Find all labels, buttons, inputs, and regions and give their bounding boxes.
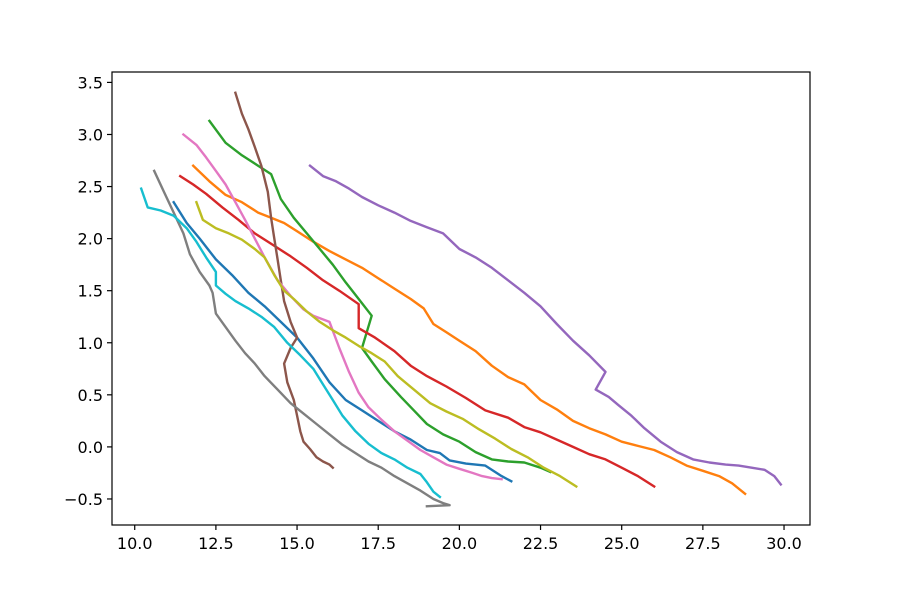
series-line-2	[191, 164, 747, 496]
y-axis-ticks: −0.5 0.0 0.5 1.0 1.5 2.0 2.5 3.0 3.5	[64, 73, 112, 509]
x-axis-ticks: 10.0 12.5 15.0 17.5 20.0 22.5 25.0 27.5 30.0	[117, 525, 802, 553]
series-line-1	[172, 200, 513, 483]
x-tick-label: 15.0	[279, 534, 315, 553]
series-line-9	[194, 200, 578, 489]
series-layer	[139, 91, 783, 508]
series-line-5	[308, 164, 783, 487]
y-tick-label: 2.5	[78, 178, 103, 197]
x-tick-label: 10.0	[117, 534, 153, 553]
y-tick-label: 3.5	[78, 73, 103, 92]
x-tick-label: 22.5	[523, 534, 559, 553]
y-tick-label: 1.0	[78, 334, 103, 353]
x-tick-label: 17.5	[360, 534, 396, 553]
x-tick-label: 25.0	[604, 534, 640, 553]
plot-frame	[111, 71, 811, 526]
series-line-8	[152, 169, 451, 508]
y-tick-label: −0.5	[64, 490, 103, 509]
series-line-7	[181, 132, 503, 481]
x-tick-label: 27.5	[685, 534, 721, 553]
series-line-10	[139, 187, 442, 499]
series-line-6	[233, 91, 335, 470]
y-tick-label: 3.0	[78, 125, 103, 144]
y-tick-label: 1.5	[78, 282, 103, 301]
x-tick-label: 30.0	[766, 534, 802, 553]
y-tick-label: 0.0	[78, 438, 103, 457]
y-tick-label: 2.0	[78, 230, 103, 249]
x-tick-label: 12.5	[198, 534, 234, 553]
x-tick-label: 20.0	[442, 534, 478, 553]
y-tick-label: 0.5	[78, 386, 103, 405]
